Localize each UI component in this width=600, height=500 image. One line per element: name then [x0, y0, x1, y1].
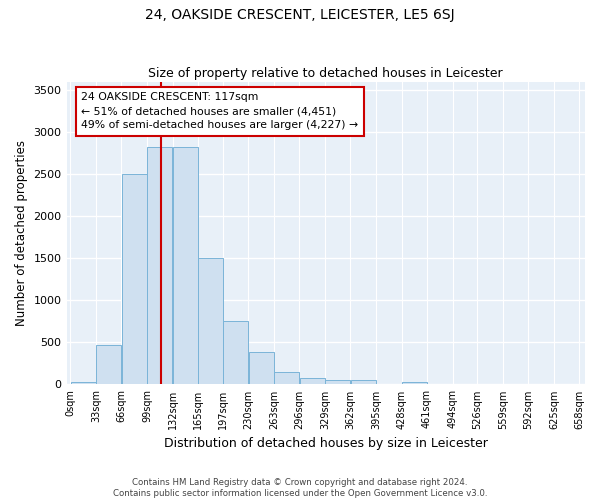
- Bar: [199, 258, 223, 384]
- Bar: [274, 372, 299, 384]
- Bar: [173, 146, 198, 384]
- Text: 24 OAKSIDE CRESCENT: 117sqm
← 51% of detached houses are smaller (4,451)
49% of : 24 OAKSIDE CRESCENT: 117sqm ← 51% of det…: [81, 92, 358, 130]
- Bar: [300, 378, 325, 384]
- X-axis label: Distribution of detached houses by size in Leicester: Distribution of detached houses by size …: [164, 437, 488, 450]
- Bar: [248, 352, 274, 384]
- Bar: [223, 322, 248, 384]
- Y-axis label: Number of detached properties: Number of detached properties: [15, 140, 28, 326]
- Bar: [148, 146, 172, 384]
- Bar: [96, 345, 121, 385]
- Text: Contains HM Land Registry data © Crown copyright and database right 2024.
Contai: Contains HM Land Registry data © Crown c…: [113, 478, 487, 498]
- Bar: [351, 380, 376, 384]
- Bar: [402, 382, 427, 384]
- Bar: [122, 174, 146, 384]
- Bar: [71, 382, 95, 384]
- Bar: [325, 380, 350, 384]
- Title: Size of property relative to detached houses in Leicester: Size of property relative to detached ho…: [148, 66, 503, 80]
- Text: 24, OAKSIDE CRESCENT, LEICESTER, LE5 6SJ: 24, OAKSIDE CRESCENT, LEICESTER, LE5 6SJ: [145, 8, 455, 22]
